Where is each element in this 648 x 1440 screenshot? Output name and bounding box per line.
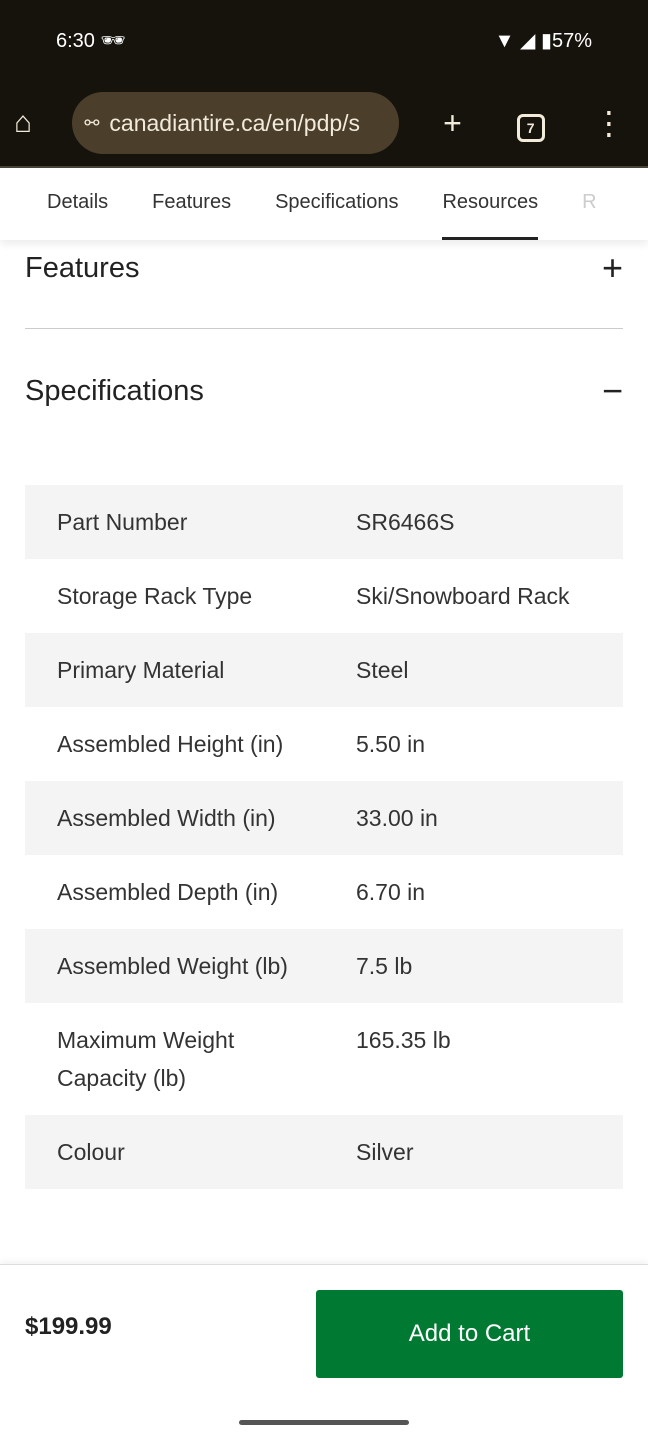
tab-r[interactable]: R bbox=[582, 191, 597, 213]
spec-key: Assembled Width (in) bbox=[57, 805, 276, 831]
expand-icon[interactable]: + bbox=[601, 247, 623, 288]
spec-value: 33.00 in bbox=[356, 805, 438, 831]
spec-row: Assembled Weight (lb) 7.5 lb bbox=[25, 929, 623, 1003]
collapse-icon[interactable]: − bbox=[601, 370, 623, 411]
spec-row: Assembled Height (in) 5.50 in bbox=[25, 707, 623, 781]
incognito-icon: 🕶 bbox=[100, 29, 126, 52]
status-bar: 6:30 🕶 ▼ ◢ ▮57% bbox=[0, 0, 648, 80]
spec-key: Part Number bbox=[57, 509, 188, 535]
sticky-footer: $199.99 Add to Cart bbox=[0, 1264, 648, 1440]
url-text: canadiantire.ca/en/pdp/s bbox=[109, 109, 361, 136]
spec-row: Storage Rack Type Ski/Snowboard Rack bbox=[25, 559, 623, 633]
spec-row: Assembled Width (in) 33.00 in bbox=[25, 781, 623, 855]
spec-key: Storage Rack Type bbox=[57, 583, 253, 609]
signal-icon: ◢ bbox=[520, 29, 536, 52]
battery-icon: ▮ bbox=[540, 29, 552, 52]
specifications-section-header[interactable]: Specifications − bbox=[25, 329, 623, 453]
tab-features[interactable]: Features bbox=[152, 191, 232, 213]
specifications-table: Part Number SR6466S Storage Rack Type Ski/S… bbox=[25, 485, 623, 1189]
divider bbox=[25, 328, 623, 329]
features-section-header[interactable]: Features + bbox=[25, 240, 623, 296]
spec-value: 165.35 lb bbox=[356, 1027, 451, 1053]
spec-key: Colour bbox=[57, 1139, 125, 1165]
new-tab-icon[interactable]: + bbox=[443, 104, 462, 141]
spec-row: Colour Silver bbox=[25, 1115, 623, 1189]
spec-row: Maximum Weight Capacity (lb) 165.35 lb bbox=[25, 1003, 623, 1115]
wifi-icon: ▼ bbox=[494, 29, 515, 52]
more-menu-icon[interactable]: ⋮ bbox=[592, 105, 625, 141]
spec-key: Maximum Weight Capacity (lb) bbox=[57, 1027, 235, 1091]
spec-key: Assembled Height (in) bbox=[57, 731, 284, 757]
address-bar[interactable]: ⚯ canadiantire.ca/en/pdp/s bbox=[72, 92, 400, 154]
tab-switcher-button[interactable]: 7 bbox=[506, 104, 556, 142]
gesture-handle bbox=[239, 1420, 409, 1425]
spec-value: 6.70 in bbox=[356, 879, 426, 905]
spec-value: Ski/Snowboard Rack bbox=[356, 583, 570, 609]
clock: 6:30 bbox=[56, 29, 95, 52]
section-title: Specifications bbox=[25, 374, 204, 407]
spec-value: 5.50 in bbox=[356, 731, 426, 757]
spec-value: Silver bbox=[356, 1139, 414, 1165]
tab-specifications[interactable]: Specifications bbox=[275, 191, 399, 213]
home-icon[interactable]: ⌂ bbox=[14, 106, 33, 139]
section-tabs: Details Features Specifications Resources R bbox=[0, 168, 648, 240]
spec-key: Assembled Weight (lb) bbox=[57, 953, 288, 979]
spec-value: Steel bbox=[356, 657, 409, 683]
spec-row: Assembled Depth (in) 6.70 in bbox=[25, 855, 623, 929]
tab-details[interactable]: Details bbox=[47, 191, 109, 213]
add-to-cart-button[interactable]: Add to Cart bbox=[316, 1290, 623, 1378]
battery-level: 57% bbox=[551, 29, 592, 52]
section-title: Features bbox=[25, 251, 140, 284]
browser-toolbar: ⌂ ⚯ canadiantire.ca/en/pdp/s + 7 ⋮ bbox=[0, 80, 648, 168]
spec-row: Primary Material Steel bbox=[25, 633, 623, 707]
spec-value: SR6466S bbox=[356, 509, 455, 535]
price: $199.99 bbox=[25, 1313, 112, 1340]
spec-row: Part Number SR6466S bbox=[25, 485, 623, 559]
spec-key: Primary Material bbox=[57, 657, 225, 683]
spec-value: 7.5 lb bbox=[356, 953, 413, 979]
spec-key: Assembled Depth (in) bbox=[57, 879, 279, 905]
site-settings-icon[interactable]: ⚯ bbox=[84, 112, 100, 133]
tab-resources[interactable]: Resources bbox=[442, 168, 539, 240]
